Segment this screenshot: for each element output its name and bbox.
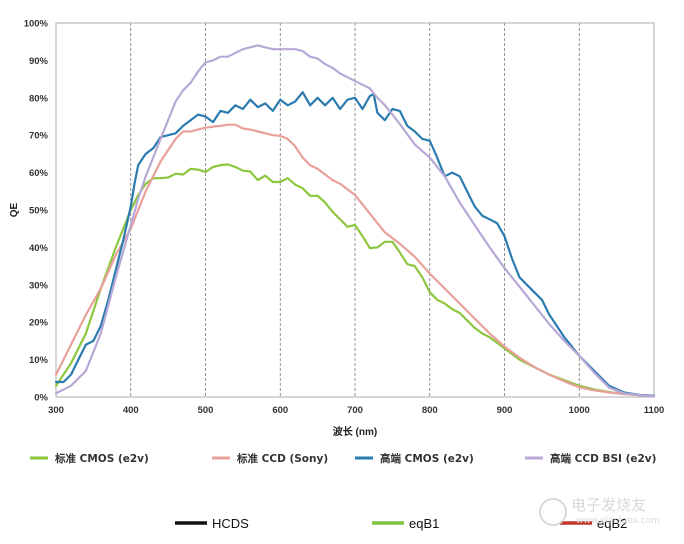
series-line-1 xyxy=(54,163,656,397)
x-tick-label: 600 xyxy=(272,405,288,416)
watermark-subtext: www.elecfans.com xyxy=(576,516,660,526)
x-axis-label: 波长 (nm) xyxy=(333,425,377,438)
watermark: 电子发烧友 www.elecfans.com xyxy=(539,496,660,526)
legend-label-3: 高端 CMOS (e2v) xyxy=(380,452,474,465)
y-tick-label: 20% xyxy=(29,318,49,329)
x-tick-label: 700 xyxy=(347,405,363,416)
legend: 标准 CMOS (e2v) 标准 CCD (Sony) 高端 CMOS (e2v) 高… xyxy=(30,452,656,465)
x-tick-label: 900 xyxy=(497,405,513,416)
watermark-logo-icon xyxy=(539,498,567,526)
axes xyxy=(55,22,655,398)
series-line-4 xyxy=(54,44,656,398)
y-tick-label: 40% xyxy=(29,243,49,254)
x-tick-label: 1100 xyxy=(644,405,665,416)
y-tick-label: 100% xyxy=(24,19,49,30)
grid xyxy=(130,23,580,397)
series-line-3 xyxy=(54,91,656,397)
plot-frame xyxy=(55,22,655,398)
legend-label-4: 高端 CCD BSI (e2v) xyxy=(550,452,656,465)
legend-secondary: HCDS eqB1 eqB2 xyxy=(175,516,627,531)
y-tick-label: 70% xyxy=(29,131,49,142)
y-tick-label: 80% xyxy=(29,93,49,104)
y-tick-label: 60% xyxy=(29,168,49,179)
y-tick-label: 10% xyxy=(29,355,49,366)
y-axis-label: QE xyxy=(9,202,20,217)
y-tick-label: 90% xyxy=(29,56,49,67)
x-tick-label: 300 xyxy=(48,405,64,416)
legend2-label-3: eqB2 xyxy=(597,516,627,531)
tick-labels: 0% 10% 20% 30% 40% 50% 60% 70% 80% 90% 100% 300 400 5… xyxy=(9,19,664,439)
legend2-label-2: eqB1 xyxy=(409,516,439,531)
series-line-2 xyxy=(54,123,656,397)
x-tick-label: 800 xyxy=(422,405,438,416)
legend-label-1: 标准 CMOS (e2v) xyxy=(54,452,149,465)
x-tick-label: 400 xyxy=(123,405,139,416)
y-tick-label: 0% xyxy=(34,393,48,404)
y-tick-label: 30% xyxy=(29,280,49,291)
series-layer xyxy=(54,44,656,398)
legend-label-2: 标准 CCD (Sony) xyxy=(236,452,328,465)
watermark-text: 电子发烧友 xyxy=(571,496,646,514)
x-tick-label: 1000 xyxy=(569,405,590,416)
y-tick-label: 50% xyxy=(29,206,49,217)
x-tick-label: 500 xyxy=(198,405,214,416)
legend2-label-1: HCDS xyxy=(212,516,249,531)
